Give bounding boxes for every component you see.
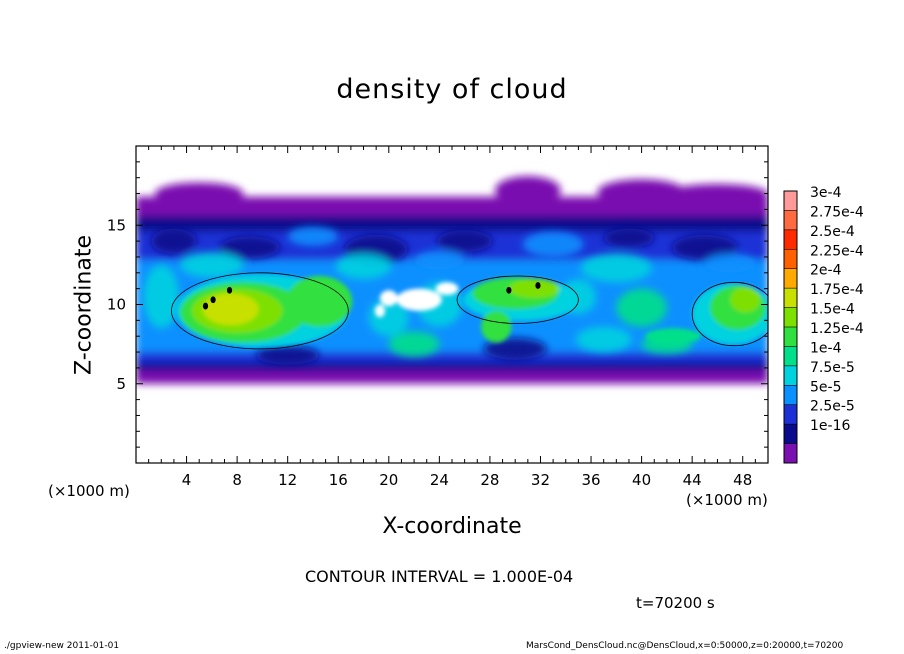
core-a-yellowgreen bbox=[202, 293, 259, 326]
x-tick-label: 32 bbox=[531, 471, 550, 489]
field-clear-patches bbox=[374, 282, 459, 318]
core-c-tail bbox=[645, 328, 702, 345]
field-blob bbox=[287, 226, 339, 246]
colorbar-label: 2.75e-4 bbox=[810, 204, 864, 220]
x-tick-label: 20 bbox=[379, 471, 398, 489]
field-blob bbox=[603, 228, 655, 248]
x-axis-unit: (×1000 m) bbox=[686, 491, 768, 509]
x-tick-label: 40 bbox=[632, 471, 651, 489]
colorbar-label: 7.5e-5 bbox=[810, 360, 855, 376]
core-b-lightgreen bbox=[508, 279, 560, 299]
field-blob bbox=[180, 252, 244, 278]
field-blob bbox=[151, 228, 197, 254]
x-tick-label: 8 bbox=[232, 471, 242, 489]
core-c-lightgreen bbox=[730, 287, 761, 313]
colorbar-segment bbox=[784, 268, 797, 289]
x-axis-label: X-coordinate bbox=[382, 514, 522, 539]
y-tick-label: 10 bbox=[107, 296, 126, 314]
y-tick-label: 15 bbox=[107, 216, 126, 234]
field-top-bump bbox=[494, 176, 561, 205]
x-tick-label: 44 bbox=[683, 471, 702, 489]
x-tick-label: 4 bbox=[182, 471, 192, 489]
colorbar-segment bbox=[784, 404, 797, 425]
contour-core-c bbox=[691, 281, 768, 347]
field-top-bump bbox=[154, 182, 244, 205]
field-blobs bbox=[143, 226, 756, 365]
field-blob bbox=[388, 331, 440, 357]
x-tick-label: 12 bbox=[278, 471, 297, 489]
colorbar-label: 1e-4 bbox=[810, 340, 842, 356]
field-blob bbox=[335, 253, 392, 280]
colorbar-segment bbox=[784, 385, 797, 406]
contour-peak bbox=[506, 286, 512, 294]
colorbar-segment bbox=[784, 424, 797, 444]
contour-core-b bbox=[456, 275, 579, 324]
footer-program-date: ./gpview-new 2011-01-01 bbox=[4, 641, 120, 651]
colorbar-label: 1.75e-4 bbox=[810, 282, 864, 298]
x-tick-label: 24 bbox=[430, 471, 449, 489]
contour-core-a bbox=[170, 272, 349, 350]
x-tick-label: 36 bbox=[581, 471, 600, 489]
colorbar-label: 2.25e-4 bbox=[810, 243, 864, 259]
field-blob bbox=[704, 253, 756, 273]
field-blob bbox=[616, 288, 667, 327]
field-blob bbox=[483, 337, 547, 360]
clear-patch bbox=[379, 290, 398, 307]
contour-lines bbox=[170, 272, 768, 350]
core-a-green-east bbox=[286, 275, 353, 327]
colorbar-segment bbox=[784, 307, 797, 328]
field-blob bbox=[256, 345, 320, 365]
colorbar-segment bbox=[784, 249, 797, 270]
colorbar-segment bbox=[784, 327, 797, 347]
field-blob bbox=[219, 236, 281, 259]
contour-peak bbox=[210, 296, 216, 304]
x-tick-label: 48 bbox=[733, 471, 752, 489]
colorbar-segment bbox=[784, 210, 797, 231]
contour-interval-label: CONTOUR INTERVAL = 1.000E-04 bbox=[305, 567, 574, 586]
colorbar: 3e-4 2.75e-4 2.5e-4 2.25e-4 2e-4 1.75e-4 1.5e-… bbox=[783, 185, 864, 464]
colorbar-label: 5e-5 bbox=[810, 379, 841, 395]
contour-peak bbox=[535, 282, 541, 289]
colorbar-segment bbox=[784, 346, 797, 367]
chart-title: density of cloud bbox=[336, 74, 568, 105]
field-top-bump bbox=[597, 179, 686, 205]
colorbar-segment bbox=[784, 443, 797, 464]
colorbar-segment bbox=[784, 365, 797, 386]
x-tick-label: 28 bbox=[480, 471, 499, 489]
core-b-green-lower bbox=[481, 310, 512, 343]
field-blob bbox=[522, 231, 584, 257]
colorbar-segment bbox=[784, 191, 797, 211]
field-blob bbox=[580, 253, 652, 283]
contour-peak bbox=[226, 286, 233, 294]
footer-data-source: MarsCond_DensCloud.nc@DensCloud,x=0:5000… bbox=[526, 641, 844, 651]
x-tick-label: 16 bbox=[329, 471, 348, 489]
colorbar-segment bbox=[784, 229, 797, 250]
field-blob bbox=[575, 326, 632, 353]
y-tick-label: 5 bbox=[116, 375, 126, 393]
colorbar-segment bbox=[784, 288, 797, 308]
field-blob bbox=[143, 264, 179, 329]
field-top-bump bbox=[666, 184, 768, 204]
time-label: t=70200 s bbox=[636, 594, 715, 612]
density-field bbox=[136, 176, 768, 384]
field-blob bbox=[414, 250, 465, 270]
colorbar-label: 1.25e-4 bbox=[810, 321, 864, 337]
colorbar-label: 1e-16 bbox=[810, 418, 850, 434]
colorbar-label: 1.5e-4 bbox=[810, 302, 855, 318]
contour-peaks bbox=[202, 282, 541, 310]
clear-patch bbox=[435, 282, 459, 295]
colorbar-label: 2.5e-5 bbox=[810, 399, 855, 415]
y-axis-unit: (×1000 m) bbox=[48, 482, 130, 500]
colorbar-label: 2.5e-4 bbox=[810, 224, 855, 240]
field-blob bbox=[671, 234, 738, 261]
clear-patch bbox=[374, 304, 386, 318]
clear-patch bbox=[396, 288, 442, 311]
colorbar-label: 3e-4 bbox=[810, 185, 842, 201]
field-blob bbox=[436, 230, 493, 253]
colorbar-label: 2e-4 bbox=[810, 263, 842, 279]
contour-peak bbox=[202, 302, 209, 310]
